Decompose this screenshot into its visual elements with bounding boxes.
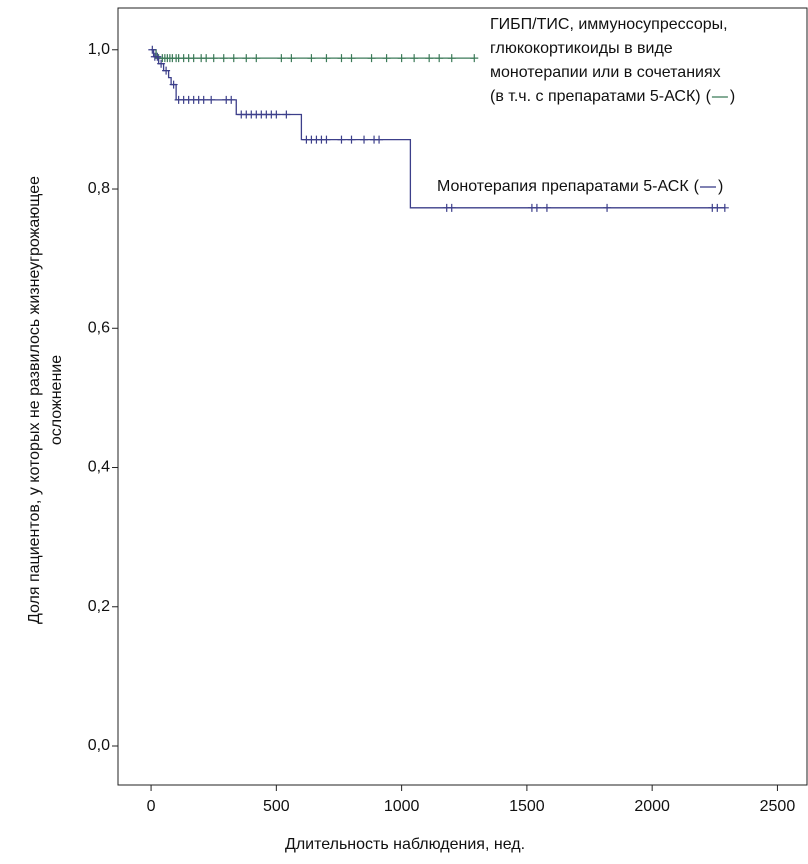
censor-mark bbox=[277, 54, 286, 63]
censor-mark bbox=[169, 80, 178, 89]
y-tick-label: 0,2 bbox=[88, 598, 110, 615]
censor-mark bbox=[229, 54, 238, 63]
x-tick-label: 1000 bbox=[384, 798, 420, 815]
censor-mark bbox=[337, 54, 346, 63]
censor-mark bbox=[148, 45, 157, 54]
censor-mark bbox=[337, 135, 346, 144]
legend-key-bracket: ) bbox=[730, 88, 735, 105]
censor-mark bbox=[470, 54, 479, 63]
x-axis-label: Длительность наблюдения, нед. bbox=[285, 836, 525, 853]
censor-mark bbox=[447, 203, 456, 212]
x-tick-label: 2000 bbox=[634, 798, 670, 815]
censor-mark bbox=[447, 54, 456, 63]
censor-mark bbox=[410, 54, 419, 63]
survival-line bbox=[151, 49, 725, 209]
legend-label: монотерапии или в сочетаниях bbox=[490, 64, 721, 81]
censor-mark bbox=[367, 54, 376, 63]
censor-mark bbox=[435, 54, 444, 63]
censor-mark bbox=[207, 95, 216, 104]
censor-mark bbox=[347, 54, 356, 63]
legend-key-bracket: ( bbox=[706, 88, 712, 105]
censor-mark bbox=[287, 54, 296, 63]
censor-mark bbox=[209, 54, 218, 63]
censor-mark bbox=[282, 110, 291, 119]
censor-mark bbox=[252, 54, 261, 63]
censor-mark bbox=[425, 54, 434, 63]
censor-mark bbox=[227, 95, 236, 104]
censor-mark bbox=[157, 59, 166, 68]
censor-mark bbox=[322, 54, 331, 63]
legend-label: глюкокортикоиды в виде bbox=[490, 40, 673, 57]
legend-label: (в т.ч. с препаратами 5-АСК) bbox=[490, 88, 701, 105]
censor-mark bbox=[532, 203, 541, 212]
x-tick-label: 0 bbox=[147, 798, 156, 815]
censor-mark bbox=[307, 54, 316, 63]
survival-line bbox=[151, 49, 475, 59]
y-tick-label: 0,4 bbox=[88, 459, 110, 476]
censor-mark bbox=[162, 66, 171, 75]
y-axis-label: осложнение bbox=[48, 355, 65, 445]
censor-mark bbox=[199, 95, 208, 104]
censor-mark bbox=[360, 135, 369, 144]
censor-mark bbox=[375, 135, 384, 144]
censor-mark bbox=[542, 203, 551, 212]
y-axis-label: Доля пациентов, у которых не развилось ж… bbox=[26, 176, 43, 624]
plot-frame bbox=[117, 7, 808, 786]
legend-key-bracket: ) bbox=[718, 178, 723, 195]
censor-mark bbox=[219, 54, 228, 63]
legend-label: Монотерапия препаратами 5-АСК bbox=[437, 178, 689, 195]
censor-mark bbox=[713, 203, 722, 212]
censor-mark bbox=[189, 54, 198, 63]
censor-mark bbox=[603, 203, 612, 212]
censor-mark bbox=[272, 110, 281, 119]
censor-mark bbox=[202, 54, 211, 63]
censor-mark bbox=[397, 54, 406, 63]
legend-label: ГИБП/ТИС, иммуносупрессоры, bbox=[490, 16, 728, 33]
y-tick-label: 1,0 bbox=[88, 41, 110, 58]
legend-key-bracket: ( bbox=[694, 178, 700, 195]
x-tick-label: 500 bbox=[263, 798, 290, 815]
censor-mark bbox=[242, 54, 251, 63]
censor-mark bbox=[153, 52, 162, 61]
censor-mark bbox=[382, 54, 391, 63]
y-tick-label: 0,0 bbox=[88, 737, 110, 754]
y-tick-label: 0,6 bbox=[88, 319, 110, 336]
censor-mark bbox=[322, 135, 331, 144]
x-tick-label: 2500 bbox=[760, 798, 796, 815]
y-tick-label: 0,8 bbox=[88, 180, 110, 197]
censor-mark bbox=[720, 203, 729, 212]
x-tick-label: 1500 bbox=[509, 798, 545, 815]
censor-mark bbox=[347, 135, 356, 144]
